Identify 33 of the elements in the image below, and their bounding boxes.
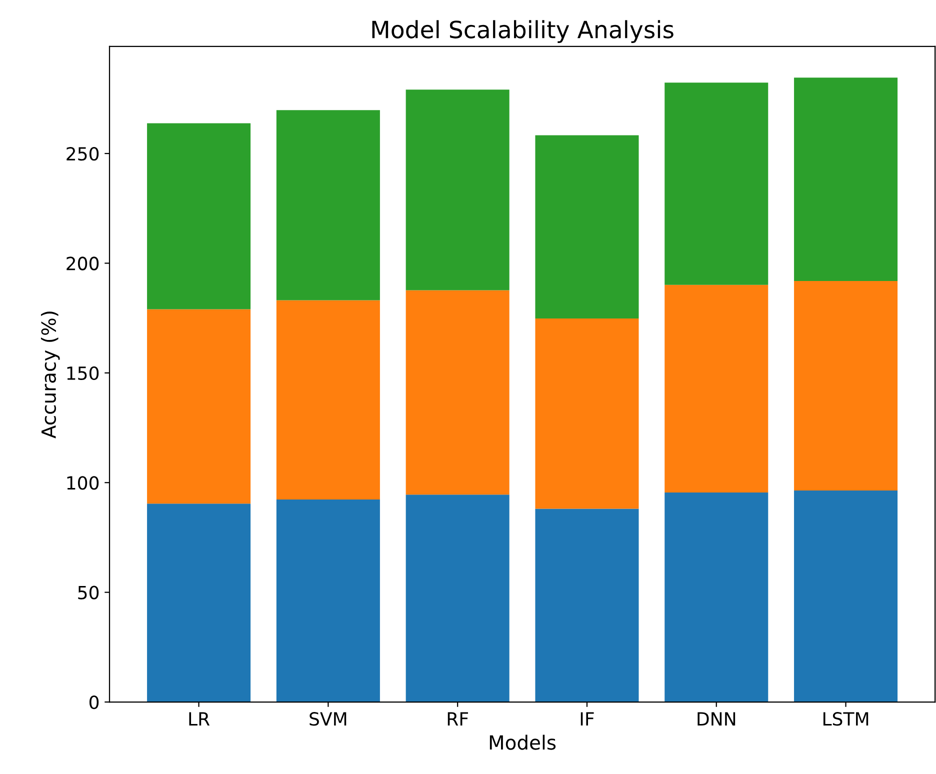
chart-title: Model Scalability Analysis (372, 20, 674, 44)
bar (147, 309, 251, 504)
y-tick-label: 200 (66, 256, 99, 270)
bar (147, 123, 251, 310)
bar (535, 318, 639, 509)
x-tick-label: IF (580, 712, 594, 726)
x-tick-label: LR (189, 712, 210, 726)
x-tick-label: DNN (698, 712, 736, 726)
y-tick-label: 50 (78, 586, 99, 600)
x-tick-label: LSTM (823, 712, 868, 726)
y-tick-label: 250 (66, 146, 99, 161)
bar (664, 492, 768, 702)
bar (276, 500, 380, 702)
bar (664, 82, 768, 285)
bar (276, 300, 380, 500)
bar (794, 490, 898, 702)
bar (406, 494, 510, 702)
y-tick-label: 100 (67, 476, 99, 490)
x-tick-label: SVM (310, 712, 346, 726)
bar (794, 78, 898, 281)
x-axis-title: Models (490, 734, 556, 750)
bar (794, 280, 898, 491)
bar (535, 135, 639, 318)
bar (406, 90, 510, 290)
bar (406, 290, 510, 495)
y-tick-label: 0 (89, 695, 99, 710)
x-tick-label: RF (448, 712, 468, 726)
y-axis-title: Accuracy (%) (40, 312, 60, 438)
bar (664, 284, 768, 492)
bar (535, 508, 639, 702)
bar (147, 504, 251, 702)
y-tick-label: 150 (67, 366, 99, 380)
bar (276, 110, 380, 300)
